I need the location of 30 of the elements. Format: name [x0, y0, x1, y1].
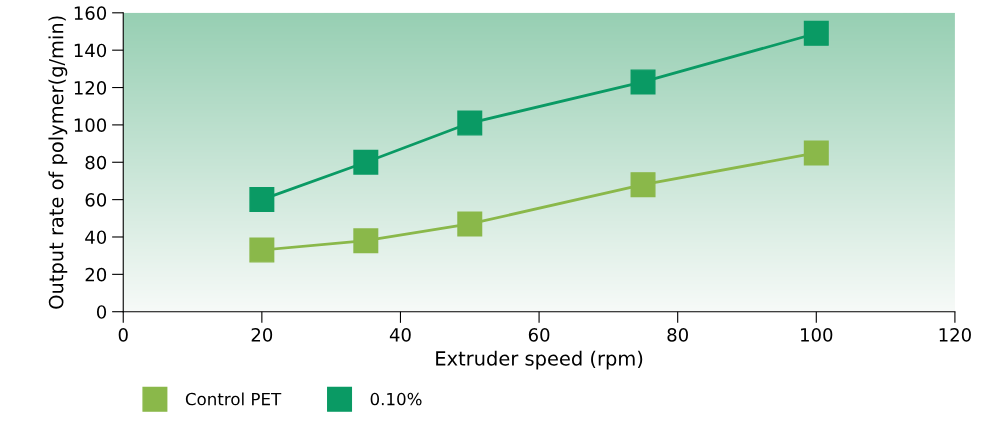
legend-label: 0.10%: [370, 392, 422, 406]
point: [457, 211, 483, 237]
point: [249, 237, 275, 263]
y-tick-label: 40: [85, 230, 107, 245]
y-tick-label: 140: [74, 43, 107, 58]
point: [353, 149, 379, 175]
point: [630, 69, 656, 95]
y-tick-label: 100: [74, 118, 107, 133]
point: [249, 187, 275, 213]
y-tick-label: 120: [74, 80, 107, 95]
y-tick-label: 20: [85, 267, 107, 282]
point: [803, 140, 829, 166]
x-axis-title: Extruder speed (rpm): [436, 350, 643, 370]
y-tick-label: 60: [85, 193, 107, 207]
x-tick-label: 0: [118, 328, 128, 342]
y-tick-label: 80: [85, 155, 107, 170]
legend-label: Control PET: [185, 392, 282, 406]
x-tick-label: 40: [389, 328, 411, 342]
point: [803, 20, 829, 46]
point: [353, 228, 379, 254]
x-tick-label: 20: [251, 328, 273, 342]
y-axis-title: Output rate of polymer(g/min): [48, 16, 68, 309]
y-tick-label: 0: [96, 305, 107, 319]
x-tick-label: 120: [939, 328, 971, 342]
point: [457, 110, 483, 136]
y-tick-label: 160: [74, 6, 107, 20]
x-tick-label: 80: [667, 328, 688, 342]
x-tick-label: 100: [801, 328, 833, 342]
x-tick-label: 60: [528, 328, 550, 342]
point: [630, 172, 656, 198]
